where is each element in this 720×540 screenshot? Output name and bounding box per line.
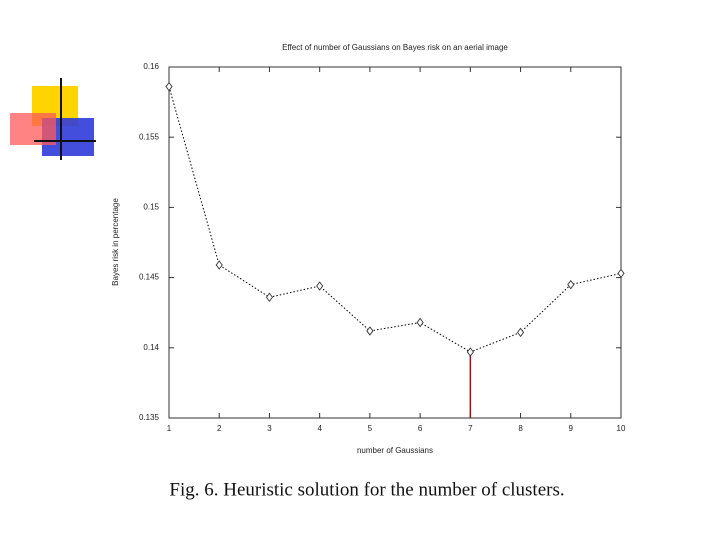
x-tick-label: 7 [468,424,473,433]
y-tick-label: 0.16 [143,62,159,71]
point-marker [165,81,173,92]
y-tick-label: 0.15 [143,203,159,212]
point-marker [265,292,274,303]
plot-frame [168,66,622,419]
point-marker [466,347,474,357]
x-axis-label: number of Gaussians [357,446,433,455]
x-tick-label: 5 [368,424,373,433]
x-tick-label: 4 [317,424,322,433]
x-tick-label: 1 [167,424,172,433]
x-tick-label: 10 [617,424,626,433]
x-tick-label: 8 [518,424,523,433]
logo-red [10,113,56,145]
y-axis-label: Bayes risk in percentage [111,198,120,286]
x-tick-label: 3 [267,424,272,433]
point-marker [215,260,223,270]
point-marker [567,279,575,290]
y-tick-label: 0.155 [139,132,160,141]
point-marker [516,327,525,338]
y-tick-label: 0.145 [139,273,160,282]
figure-caption: Fig. 6. Heuristic solution for the numbe… [169,479,564,500]
x-tick-label: 6 [418,424,423,433]
point-marker [366,326,374,336]
x-tick-label: 9 [569,424,574,433]
point-marker [316,281,324,291]
point-marker [416,317,424,328]
logo [10,78,96,160]
point-marker [617,268,625,279]
x-tick-label: 2 [217,424,222,433]
series-line [168,86,622,353]
chart-title: Effect of number of Gaussians on Bayes r… [282,43,508,52]
y-tick-label: 0.14 [143,343,159,352]
y-tick-label: 0.135 [139,413,160,422]
